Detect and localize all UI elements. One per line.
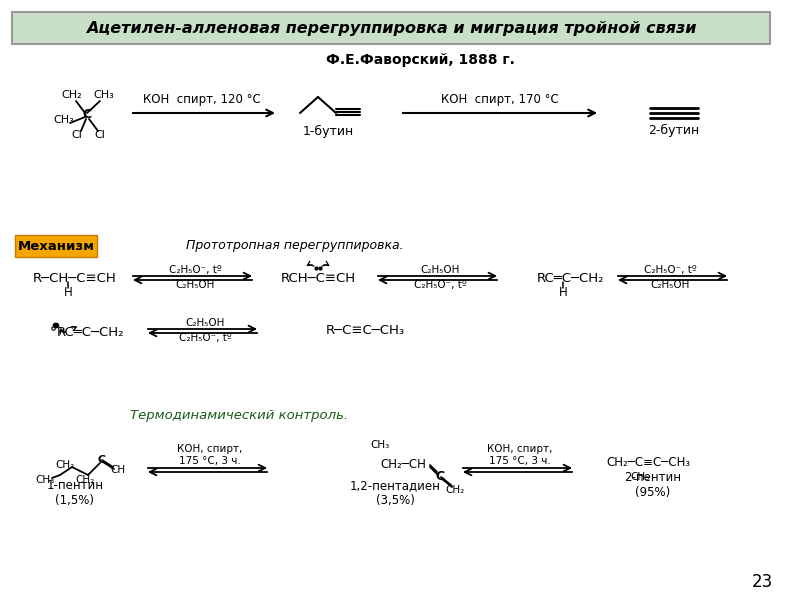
Text: CH₂─C≡C─CH₃: CH₂─C≡C─CH₃ — [606, 457, 690, 469]
Bar — [12, 12, 770, 44]
Text: Механизм: Механизм — [18, 239, 94, 253]
Text: 1-бутин: 1-бутин — [302, 124, 354, 137]
Text: C₂H₅O⁻, tº: C₂H₅O⁻, tº — [169, 265, 222, 275]
Text: R─CH─C≡CH: R─CH─C≡CH — [33, 271, 117, 284]
Text: H: H — [558, 286, 567, 299]
Text: RC═C─CH₂: RC═C─CH₂ — [56, 326, 124, 340]
Text: Ацетилен-алленовая перегруппировка и миграция тройной связи: Ацетилен-алленовая перегруппировка и миг… — [86, 20, 696, 35]
Text: CH₂: CH₂ — [55, 460, 74, 470]
Text: CH₃: CH₃ — [54, 115, 74, 125]
Text: C: C — [98, 455, 106, 465]
Text: R─C≡C─CH₃: R─C≡C─CH₃ — [326, 325, 405, 337]
Text: C₂H₅OH: C₂H₅OH — [186, 318, 225, 328]
Text: КОН  спирт, 170 °C: КОН спирт, 170 °C — [441, 94, 559, 107]
Text: H: H — [64, 286, 72, 299]
Text: Ф.Е.Фаворский, 1888 г.: Ф.Е.Фаворский, 1888 г. — [326, 53, 514, 67]
Text: CH₂: CH₂ — [446, 485, 465, 495]
Text: 23: 23 — [751, 573, 773, 591]
Text: 2-бутин: 2-бутин — [648, 124, 700, 137]
Text: Термодинамический контроль.: Термодинамический контроль. — [130, 409, 348, 421]
Text: C₂H₅O⁻, tº: C₂H₅O⁻, tº — [644, 265, 696, 275]
Text: C₂H₅O⁻, tº: C₂H₅O⁻, tº — [178, 333, 231, 343]
Text: 1,2-пентадиен
(3,5%): 1,2-пентадиен (3,5%) — [350, 479, 441, 507]
Text: КОН, спирт,
175 °C, 3 ч.: КОН, спирт, 175 °C, 3 ч. — [178, 444, 242, 466]
Text: CH₃: CH₃ — [370, 440, 390, 450]
Text: CH₂: CH₂ — [75, 475, 94, 485]
Text: CH: CH — [110, 465, 126, 475]
Text: CH₃: CH₃ — [35, 475, 54, 485]
Text: RC═C─CH₂: RC═C─CH₂ — [536, 271, 604, 284]
Text: CH₂─CH: CH₂─CH — [380, 458, 426, 472]
Text: CH₃: CH₃ — [630, 472, 650, 482]
Text: RCH─C≡CH: RCH─C≡CH — [281, 271, 355, 284]
Text: КОН, спирт,
175 °C, 3 ч.: КОН, спирт, 175 °C, 3 ч. — [487, 444, 553, 466]
Text: C: C — [435, 470, 445, 484]
Text: КОН  спирт, 120 °C: КОН спирт, 120 °C — [143, 94, 261, 107]
Text: 1-пентин
(1,5%): 1-пентин (1,5%) — [46, 479, 103, 507]
Text: Cl: Cl — [71, 130, 82, 140]
Text: Cl: Cl — [94, 130, 106, 140]
Text: CH₂: CH₂ — [62, 90, 82, 100]
Text: C₂H₅OH: C₂H₅OH — [175, 280, 214, 290]
Text: Прототропная перегруппировка.: Прототропная перегруппировка. — [186, 239, 404, 253]
Text: C₂H₅OH: C₂H₅OH — [420, 265, 460, 275]
Text: 2-пентин
(95%): 2-пентин (95%) — [625, 471, 682, 499]
Text: C: C — [82, 109, 91, 121]
Bar — [15, 235, 97, 257]
Text: CH₃: CH₃ — [94, 90, 114, 100]
Text: C₂H₅OH: C₂H₅OH — [650, 280, 690, 290]
Text: C₂H₅O⁻, tº: C₂H₅O⁻, tº — [414, 280, 466, 290]
